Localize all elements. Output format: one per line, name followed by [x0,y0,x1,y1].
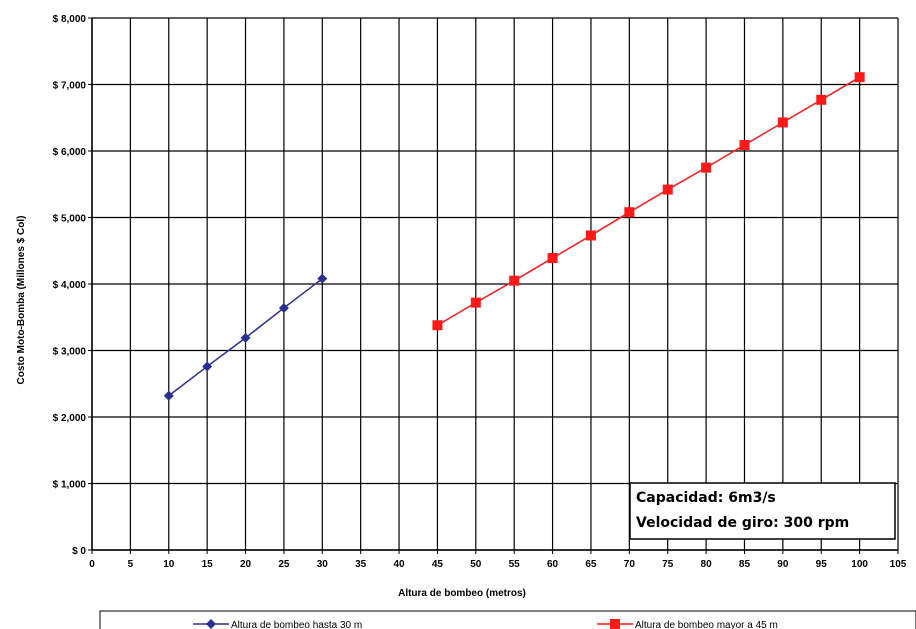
chart-grid [91,17,899,551]
y-tick-label: $ 4,000 [53,280,87,291]
x-tick-label: 80 [701,559,713,570]
x-tick-label: 85 [739,559,751,570]
x-tick-label: 50 [470,559,482,570]
x-tick-label: 20 [240,559,252,570]
data-point [585,230,596,241]
x-tick-label: 10 [163,559,175,570]
data-point [432,320,443,331]
x-tick-label: 40 [393,559,405,570]
data-point [317,273,328,284]
x-tick-label: 65 [585,559,597,570]
data-point [662,184,673,195]
legend-label: Altura de bombeo hasta 30 m [231,620,362,629]
y-tick-label: $ 6,000 [53,147,87,158]
x-axis-ticks: 0 5 10 15 20 25 30 35 40 45 50 55 60 65 70 75 80 85 90 95 10… [89,550,907,570]
legend-item-2: Altura de bombeo mayor a 45 m [597,619,778,629]
x-tick-label: 35 [355,559,367,570]
y-axis-title: Costo Moto-Bomba (Millones $ Col) [16,216,27,385]
series-2 [432,72,865,331]
y-axis-ticks: $ 0 $ 1,000 $ 2,000 $ 3,000 $ 4,000 $ 5,000 $ … [53,14,92,557]
data-point [777,117,788,128]
data-point [701,162,712,173]
data-point [739,140,750,151]
data-point [202,361,213,372]
x-tick-label: 25 [278,559,290,570]
data-point [278,302,289,313]
series-1 [163,273,328,401]
legend-marker [206,619,216,629]
x-tick-label: 0 [89,559,95,570]
legend: Altura de bombeo hasta 30 m Altura de bom… [99,610,916,629]
legend-frame [99,610,916,629]
x-tick-label: 5 [128,559,134,570]
data-point [547,253,558,264]
y-tick-label: $ 0 [72,546,86,557]
x-tick-label: 75 [662,559,674,570]
x-tick-label: 45 [432,559,444,570]
x-tick-label: 95 [816,559,828,570]
legend-item-1: Altura de bombeo hasta 30 m [193,619,362,629]
x-tick-label: 30 [317,559,329,570]
x-tick-label: 70 [624,559,636,570]
y-tick-label: $ 2,000 [53,413,87,424]
series-line [437,76,860,326]
annotation-frame [629,482,896,540]
annotation-capacity: Capacidad: 6m3/s [636,490,776,506]
legend-marker [610,619,620,629]
annotation-box: Capacidad: 6m3/s Velocidad de giro: 300 … [629,482,896,540]
y-tick-label: $ 7,000 [53,81,87,92]
data-point [854,72,865,83]
annotation-speed: Velocidad de giro: 300 rpm [636,515,849,531]
data-point [240,332,251,343]
data-point [163,390,174,401]
legend-label: Altura de bombeo mayor a 45 m [635,620,778,629]
y-tick-label: $ 5,000 [53,214,87,225]
x-tick-label: 15 [202,559,214,570]
x-tick-label: 55 [509,559,521,570]
data-point [816,94,827,105]
y-tick-label: $ 3,000 [53,347,87,358]
data-point [509,275,520,286]
x-tick-label: 60 [547,559,559,570]
x-axis-title: Altura de bombeo (metros) [398,588,526,599]
data-point [624,207,635,218]
y-tick-label: $ 8,000 [53,14,87,25]
series-layer [163,72,865,401]
y-tick-label: $ 1,000 [53,480,87,491]
x-tick-label: 105 [890,559,907,570]
x-tick-label: 100 [851,559,868,570]
x-tick-label: 90 [777,559,789,570]
data-point [470,297,481,308]
